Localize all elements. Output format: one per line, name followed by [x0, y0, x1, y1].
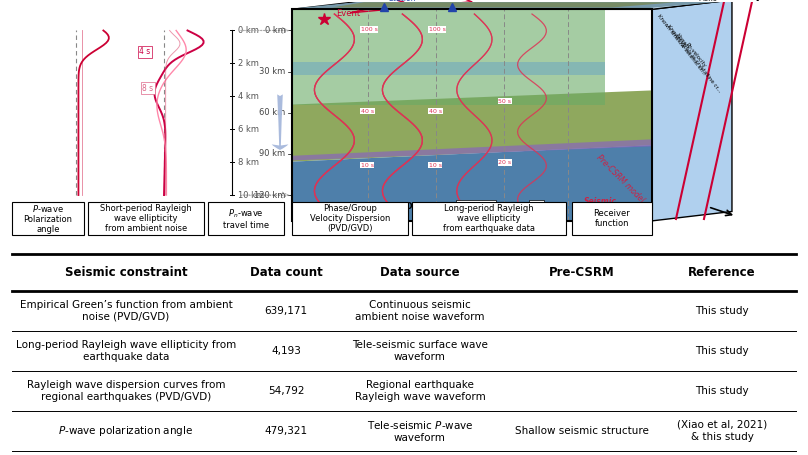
- Bar: [292, 202, 408, 235]
- Text: 8 km: 8 km: [238, 157, 259, 167]
- Text: 120 km: 120 km: [255, 191, 285, 200]
- Text: $\it{P}$-wave polarization angle: $\it{P}$-wave polarization angle: [58, 424, 194, 438]
- Bar: [88, 202, 204, 235]
- Text: 30 km: 30 km: [259, 67, 285, 76]
- Text: Seismic
constraints: Seismic constraints: [576, 197, 624, 217]
- Polygon shape: [296, 1, 728, 8]
- Text: 10 s: 10 s: [429, 162, 442, 167]
- Text: ZH ratio: ZH ratio: [458, 202, 494, 211]
- Polygon shape: [292, 145, 652, 221]
- Text: 8 s: 8 s: [142, 84, 154, 92]
- Text: 639,171: 639,171: [264, 306, 308, 316]
- Text: 90 km: 90 km: [259, 149, 285, 158]
- Text: Regional earthquake
Rayleigh wave waveform: Regional earthquake Rayleigh wave wavefo…: [355, 380, 486, 402]
- Text: Rayleigh wave dispersion curves from
regional earthquakes (PVD/GVD): Rayleigh wave dispersion curves from reg…: [27, 380, 225, 402]
- Text: 2 km: 2 km: [238, 59, 259, 68]
- Text: $P$-wave
Polarization
angle: $P$-wave Polarization angle: [23, 202, 73, 234]
- Text: 4 s: 4 s: [139, 47, 150, 56]
- Polygon shape: [292, 139, 652, 161]
- Text: Empirical Green’s function from ambient
noise (PVD/GVD): Empirical Green’s function from ambient …: [19, 300, 233, 322]
- Text: 40 s: 40 s: [361, 109, 374, 114]
- Text: 100 s: 100 s: [429, 27, 446, 32]
- Text: Known shallow seismic cr...: Known shallow seismic cr...: [656, 14, 706, 76]
- Text: 10 km: 10 km: [238, 191, 263, 200]
- Text: GVD: GVD: [395, 202, 413, 211]
- Polygon shape: [332, 2, 676, 7]
- Text: 54,792: 54,792: [267, 386, 305, 396]
- Text: This study: This study: [695, 386, 749, 396]
- Bar: [292, 9, 652, 221]
- Text: Long-period Rayleigh wave ellipticity from
earthquake data: Long-period Rayleigh wave ellipticity fr…: [16, 340, 236, 362]
- Text: Shallow seismic structure: Shallow seismic structure: [515, 426, 649, 436]
- Text: Short-period Rayleigh
wave ellipticity
from ambient noise: Short-period Rayleigh wave ellipticity f…: [100, 204, 192, 233]
- Text: Known: Known: [675, 33, 690, 51]
- Text: Vp: Vp: [747, 0, 765, 1]
- Text: 4,193: 4,193: [271, 346, 301, 356]
- Polygon shape: [652, 0, 732, 221]
- Text: 0 km: 0 km: [238, 26, 259, 35]
- Text: This study: This study: [695, 346, 749, 356]
- Text: (Xiao et al, 2021)
& this study: (Xiao et al, 2021) & this study: [677, 420, 767, 441]
- Text: Tele-seismic $\it{P}$-wave
waveform: Tele-seismic $\it{P}$-wave waveform: [367, 419, 473, 443]
- Text: Pre-CSRM: Pre-CSRM: [549, 266, 615, 279]
- Bar: [572, 202, 652, 235]
- Text: Phase/Group
Velocity Dispersion
(PVD/GVD): Phase/Group Velocity Dispersion (PVD/GVD…: [309, 204, 390, 233]
- Text: 4 km: 4 km: [238, 92, 259, 101]
- Polygon shape: [292, 0, 732, 9]
- Text: 479,321: 479,321: [264, 426, 308, 436]
- Text: 6 km: 6 km: [238, 125, 259, 134]
- Text: 50 s: 50 s: [499, 99, 511, 104]
- Text: Data source: Data source: [381, 266, 460, 279]
- Text: Receiver
function: Receiver function: [594, 209, 630, 228]
- Text: Tele-seismic surface wave
waveform: Tele-seismic surface wave waveform: [352, 340, 488, 362]
- Bar: [292, 62, 604, 75]
- Text: This study: This study: [695, 306, 749, 316]
- Text: PVD: PVD: [327, 202, 345, 211]
- Text: Reference: Reference: [688, 266, 755, 279]
- Bar: [12, 202, 84, 235]
- Text: 60 km: 60 km: [259, 108, 285, 117]
- Text: Long-period Rayleigh
wave ellipticity
from earthquake data: Long-period Rayleigh wave ellipticity fr…: [444, 204, 535, 233]
- Text: 40 s: 40 s: [429, 109, 442, 114]
- Text: 0 km: 0 km: [265, 26, 285, 35]
- Text: $P_n$-wave
travel time: $P_n$-wave travel time: [223, 207, 269, 230]
- Text: Data count: Data count: [250, 266, 322, 279]
- Text: Seismic constraint: Seismic constraint: [65, 266, 187, 279]
- Text: Event: Event: [336, 10, 360, 18]
- Polygon shape: [292, 91, 652, 162]
- Bar: [292, 9, 660, 221]
- Text: Pn-velocity: Pn-velocity: [684, 42, 707, 69]
- Text: 20 s: 20 s: [499, 160, 511, 165]
- Text: 10 s: 10 s: [361, 162, 374, 167]
- Bar: [412, 202, 566, 235]
- Text: RF: RF: [531, 202, 542, 211]
- Text: 100 s: 100 s: [361, 27, 377, 32]
- Text: Continuous seismic
ambient noise waveform: Continuous seismic ambient noise wavefor…: [356, 300, 485, 322]
- Text: Station: Station: [388, 0, 415, 3]
- Text: Vs: Vs: [722, 0, 734, 1]
- Text: Known Vp/Vs in crystalline cr...: Known Vp/Vs in crystalline cr...: [666, 23, 722, 93]
- Bar: [292, 9, 604, 105]
- Bar: [208, 202, 284, 235]
- Text: Moho: Moho: [698, 0, 718, 2]
- Text: Pre-CSRM model: Pre-CSRM model: [595, 153, 646, 204]
